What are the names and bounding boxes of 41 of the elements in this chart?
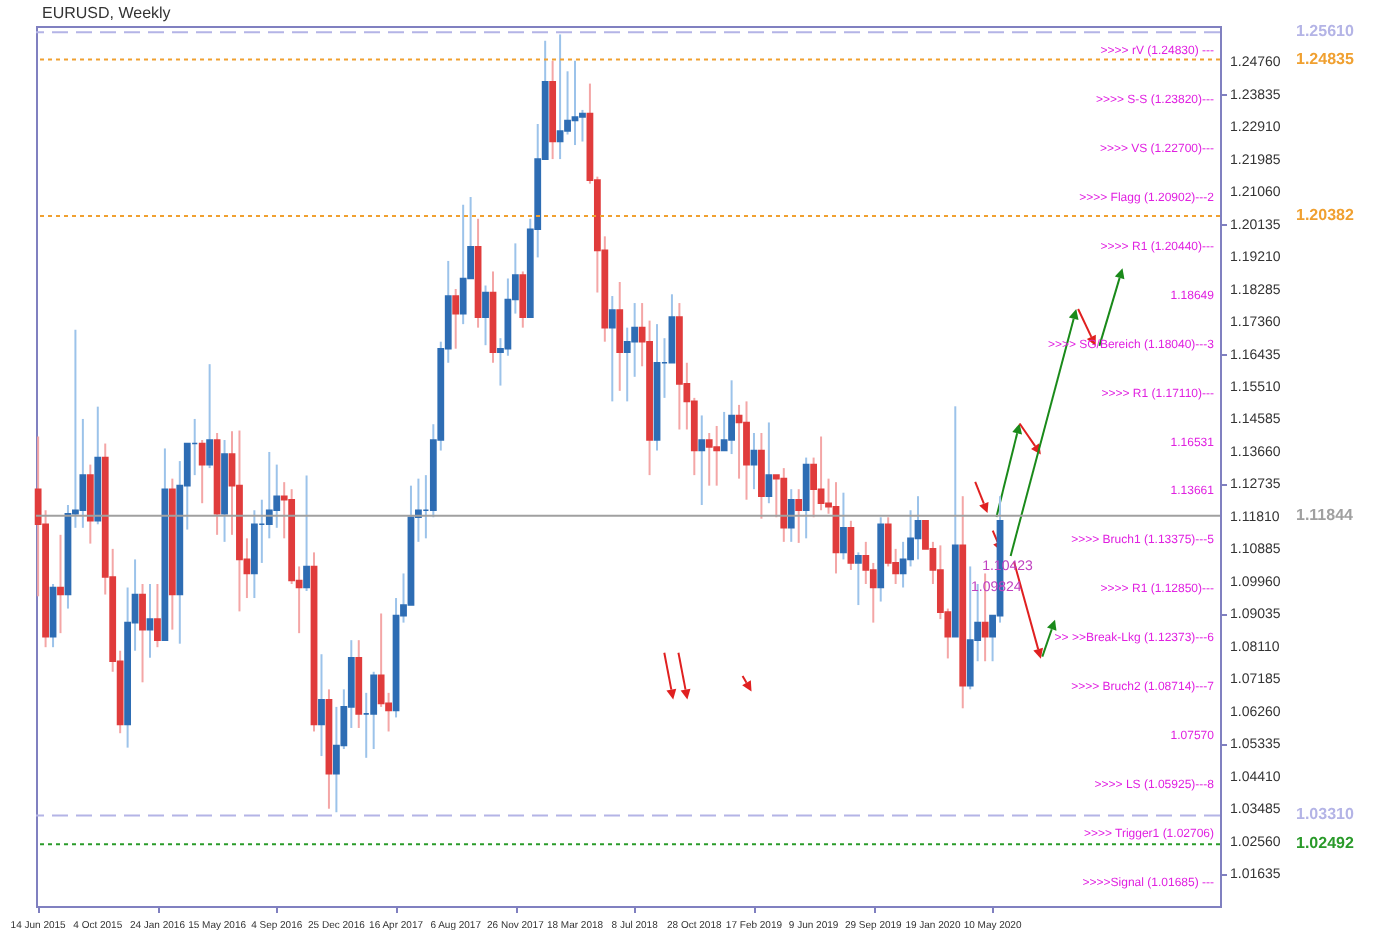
ref-line-label: 1.20382 xyxy=(1296,205,1355,224)
candlestick xyxy=(86,463,94,545)
candlestick xyxy=(713,424,721,487)
candlestick xyxy=(303,474,310,593)
candlestick xyxy=(817,435,825,512)
candlestick xyxy=(452,288,460,350)
ref-line-label: 1.03310 xyxy=(1296,805,1355,824)
candlestick xyxy=(616,280,624,392)
candlestick xyxy=(154,582,161,649)
candlestick xyxy=(705,431,713,487)
candlestick xyxy=(139,582,146,684)
ref-line-label: 1.11844 xyxy=(1296,505,1355,524)
candlestick xyxy=(482,284,489,347)
candlestick xyxy=(519,270,527,329)
candlestick xyxy=(840,491,847,561)
candlestick xyxy=(765,421,773,505)
candlestick xyxy=(698,414,706,506)
ref-line-label: 1.24835 xyxy=(1296,49,1355,68)
candlestick xyxy=(370,670,378,751)
candlestick xyxy=(146,582,154,659)
candlestick xyxy=(198,439,206,505)
candlestick xyxy=(318,653,325,758)
candlestick xyxy=(854,551,862,607)
ref-line-label: 1.25610 xyxy=(1296,22,1355,41)
candlestick xyxy=(556,33,564,161)
candlestick xyxy=(847,519,855,571)
candlestick xyxy=(57,533,64,635)
candlestick xyxy=(608,295,616,403)
chart-title: EURUSD, Weekly xyxy=(42,4,171,22)
candlestick xyxy=(728,379,735,456)
ref-line-label: 1.02492 xyxy=(1296,834,1355,853)
candlestick xyxy=(758,431,765,520)
candlestick xyxy=(787,488,795,543)
candlestick xyxy=(795,488,803,544)
candlestick xyxy=(571,59,579,147)
candlestick xyxy=(802,456,810,540)
candlestick xyxy=(459,203,467,326)
candlestick xyxy=(668,293,676,364)
candlestick xyxy=(206,363,214,470)
candlestick xyxy=(966,565,974,691)
candlestick xyxy=(743,400,750,501)
